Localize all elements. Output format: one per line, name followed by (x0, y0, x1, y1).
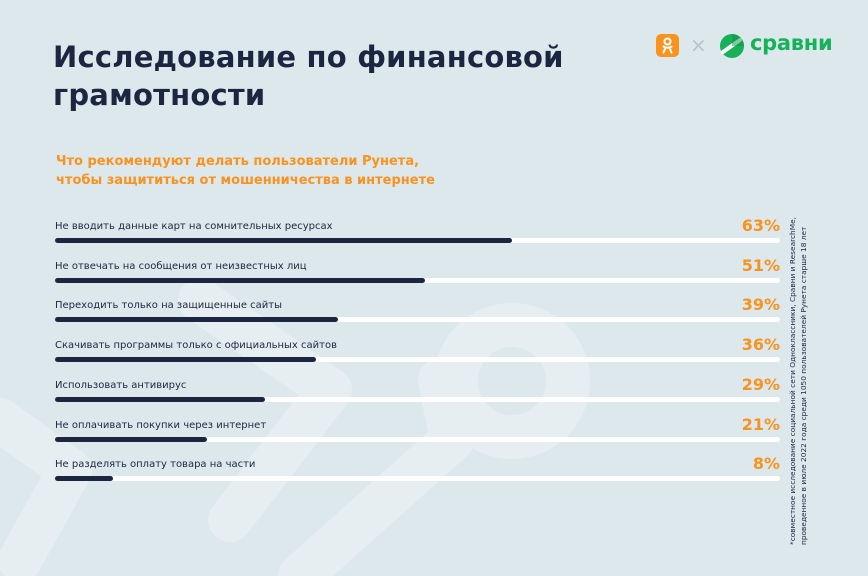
bar (55, 396, 266, 402)
bar-value-label: 39% (741, 295, 780, 315)
bar-label: Использовать антивирус (55, 379, 187, 391)
page-title: Исследование по финансовой грамотности (53, 40, 564, 112)
bar-track (55, 238, 780, 243)
bar-value-label: 63% (741, 216, 780, 235)
bar-track (55, 396, 780, 402)
bar-label: Не разделять оплату товара на части (55, 459, 256, 471)
sravni-brand-text: сравни (750, 31, 833, 55)
bar-track (55, 317, 780, 323)
bar (55, 238, 512, 243)
bar-label: Скачивать программы только с официальных… (55, 340, 337, 352)
bar-value-label: 21% (741, 414, 780, 434)
bar (55, 357, 316, 363)
bar (55, 277, 425, 283)
chart-subtitle: Что рекомендуют делать пользователи Руне… (56, 154, 435, 188)
bar-value-label: 29% (741, 374, 780, 394)
odnoklassniki-icon (656, 34, 679, 57)
bar-label: Не оплачивать покупки через интернет (55, 419, 267, 431)
separator-icon: × (690, 33, 707, 57)
bar-value-label: 36% (741, 335, 780, 355)
bar-value-label: 51% (741, 255, 780, 275)
bar-label: Переходить только на защищенные сайты (55, 300, 283, 312)
bar-label: Не отвечать на сообщения от неизвестных … (55, 260, 307, 272)
bar-track (55, 357, 780, 363)
bar (55, 317, 338, 323)
bar-value-label: 8% (752, 454, 780, 474)
logos: × сравни (656, 31, 846, 60)
bar (55, 476, 113, 482)
bar-track (55, 277, 780, 283)
bar-track (55, 476, 780, 482)
footnote: *совместное исследование социальной сети… (788, 217, 808, 545)
bar-label: Не вводить данные карт на сомнительных р… (55, 221, 333, 232)
bar-track (55, 436, 780, 442)
bar (55, 436, 208, 442)
sravni-logo-icon (720, 34, 744, 58)
